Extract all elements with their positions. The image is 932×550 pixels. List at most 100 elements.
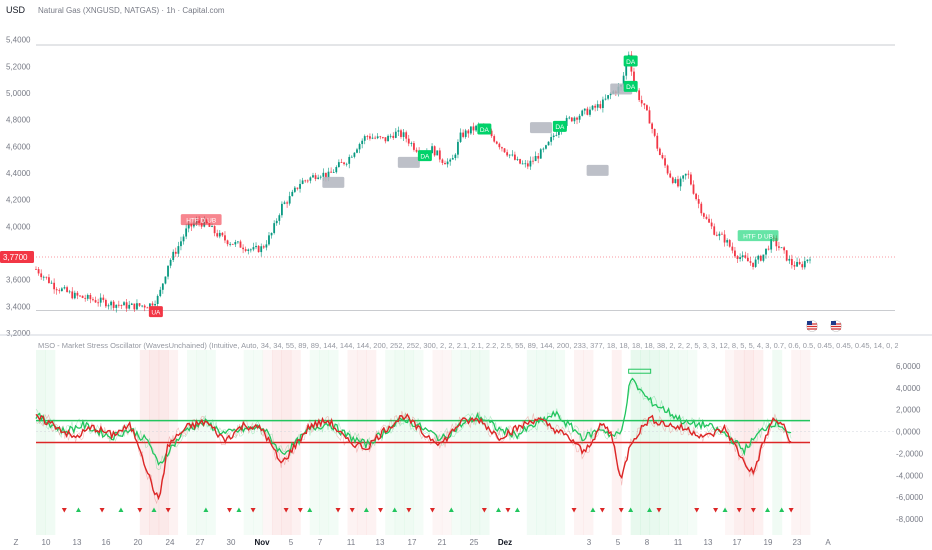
candle [278,213,281,225]
candle [433,145,436,157]
candle [117,300,120,308]
osc-tick-label: 0,0000 [896,428,921,437]
candle [783,246,786,254]
candle [493,134,496,143]
osc-tick-label: 2,0000 [896,406,921,415]
down-signal-triangle [599,508,605,513]
signal-label[interactable] [322,176,345,188]
signal-label[interactable]: DA [552,120,567,132]
candle [790,254,793,269]
candle [252,242,255,252]
signal-label[interactable]: HTF D UB [180,214,222,226]
time-tick-label: 5 [616,538,621,547]
candle [81,295,84,299]
candle [405,130,408,143]
candle [469,126,472,135]
us-flag-icon[interactable] [806,320,818,332]
signal-label[interactable]: DA [477,123,492,135]
candle [726,238,729,247]
up-signal-triangle [203,507,209,512]
candle [444,160,446,165]
candle [260,243,263,257]
candle [133,303,136,312]
candle [677,175,679,188]
candle [682,174,685,182]
candle [765,248,767,259]
candle [651,122,653,134]
candle [778,241,780,251]
signal-label[interactable]: DA [623,55,638,67]
up-signal-triangle [590,507,596,512]
candle [216,229,219,238]
signal-label[interactable] [529,122,552,134]
candle [343,161,345,166]
candle [296,187,299,191]
candle [130,302,133,306]
candle [646,104,648,111]
candle [330,167,333,173]
us-flag-icon[interactable] [830,320,842,332]
candle [690,172,692,186]
time-tick-label: 5 [289,538,294,547]
signal-label[interactable] [586,164,609,176]
candle [516,156,519,162]
candle [415,147,418,153]
down-signal-triangle [656,508,662,513]
candle [664,155,666,169]
candle [656,132,659,152]
candle [94,296,97,304]
candle [353,152,356,159]
candle [555,131,558,137]
candle [48,274,50,284]
candle [721,231,723,235]
up-signal-triangle [514,507,520,512]
last-price-tag [0,251,34,263]
event-flags [806,320,842,332]
price-tick-label: 4,6000 [6,142,31,151]
candle [143,304,146,312]
time-tick-label: 13 [376,538,385,547]
signal-label[interactable] [397,156,420,168]
up-signal-triangle [496,507,502,512]
candle [363,134,366,145]
up-signal-triangle [628,507,634,512]
price-tick-label: 5,4000 [6,36,31,45]
candle [306,179,309,184]
candle [312,172,314,178]
candle [801,261,804,270]
signal-label[interactable]: UA [148,306,163,318]
signal-label[interactable]: DA [623,80,638,92]
symbol-title: Natural Gas (XNGUSD, NATGAS) · 1h · Capi… [38,6,225,15]
candle [410,141,413,147]
up-signal-triangle [307,507,313,512]
candle [788,255,791,264]
candle [356,147,358,154]
time-tick-label: 11 [347,538,356,547]
candle [397,126,400,137]
signal-label[interactable]: DA [417,150,432,162]
signal-label-text: DA [555,124,565,131]
candle [741,251,744,262]
candle [413,141,415,152]
down-signal-triangle [750,508,756,513]
time-axis: Z 10 13 16 20 24 27 30 Nov 5 7 11 13 17 21 25 Dez 3 5 8 11 13… [14,538,832,547]
candle [358,142,361,154]
down-signal-triangle [788,508,794,513]
candle [348,154,351,169]
candle [441,158,444,166]
candle [42,275,45,281]
candle [262,244,265,249]
indicator-title[interactable]: MSO - Market Stress Oscillator (WavesUnc… [38,341,898,350]
candle [467,129,470,138]
peak-box [628,368,652,374]
signal-label-text: HTF D UB [186,217,216,224]
candle [293,186,296,194]
candle [697,194,700,209]
candle [589,106,591,117]
candle [221,232,224,237]
candle [309,176,312,184]
signal-label[interactable]: HTF D UB [737,230,779,242]
candle [602,96,604,113]
candle [604,94,607,101]
